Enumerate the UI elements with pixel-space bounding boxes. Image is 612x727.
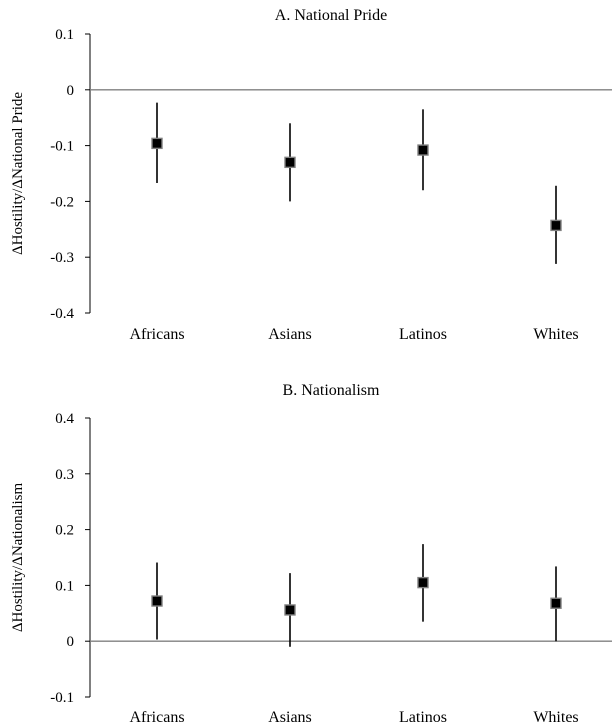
y-tick-label: -0.2: [50, 194, 74, 210]
y-axis-label: ΔHostility/ΔNationalism: [10, 483, 26, 633]
point-asians: [284, 156, 296, 169]
category-label: Whites: [533, 326, 578, 343]
category-label: Whites: [533, 709, 578, 726]
y-tick-label: -0.1: [50, 690, 74, 706]
point-asians: [284, 604, 296, 616]
point-whites: [550, 597, 562, 609]
point-africans: [151, 595, 163, 607]
y-tick-label: 0: [67, 634, 75, 650]
point-latinos: [417, 576, 429, 589]
y-axis-label: ΔHostility/ΔNational Pride: [10, 92, 26, 255]
category-label: Asians: [268, 326, 312, 343]
y-tick-label: 0.1: [55, 578, 74, 594]
chart-title: B. Nationalism: [283, 382, 380, 399]
chart-title: A. National Pride: [275, 7, 387, 24]
point-latinos: [417, 144, 429, 156]
y-tick-label: 0.3: [55, 467, 74, 483]
panel-national-pride: A. National Pride 0.1 0 -0.1 -0.2 -0.3 -0.4 ΔHo…: [10, 7, 612, 343]
point-whites: [550, 219, 562, 232]
y-tick-label: 0.4: [55, 411, 74, 427]
y-tick-label: 0: [67, 83, 75, 99]
y-tick-label: -0.4: [50, 306, 74, 322]
point-africans: [151, 137, 163, 150]
y-tick-label: -0.1: [50, 139, 74, 155]
y-tick-label: 0.1: [55, 27, 74, 43]
y-tick-label: -0.3: [50, 250, 74, 266]
category-label: Latinos: [399, 326, 447, 343]
category-label: Latinos: [399, 709, 447, 726]
category-label: Africans: [129, 326, 184, 343]
panel-nationalism: B. Nationalism 0.4 0.3 0.2 0.1 0 -0.1 ΔHostilit…: [10, 382, 612, 726]
category-label: Asians: [268, 709, 312, 726]
y-tick-label: 0.2: [55, 523, 74, 539]
category-label: Africans: [129, 709, 184, 726]
